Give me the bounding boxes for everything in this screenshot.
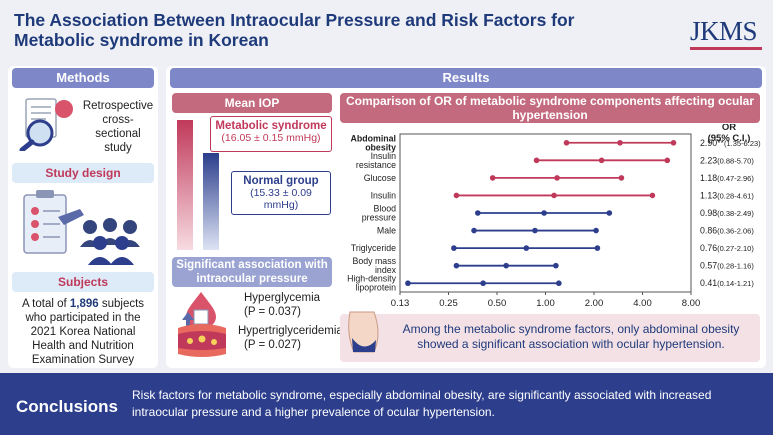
row-label: Abdominal [351,133,396,143]
or-value-text: 1.18(0.47-2.96) [700,173,754,183]
metabolic-iop-bar [177,120,193,250]
or-point [480,280,486,287]
normal-iop-value: (15.33 ± 0.09 mmHg) [250,187,312,211]
or-point [617,139,623,146]
or-point [523,245,530,251]
ci-upper-marker [670,139,677,146]
magnifier-document-icon [19,98,73,151]
x-tick-label: 4.00 [633,298,652,309]
clipboard-people-icon [23,190,140,265]
significant-item-p-2: (P = 0.027) [244,339,302,351]
ci-upper-marker [664,157,671,164]
conclusions-bar: Conclusions Risk factors for metabolic s… [0,373,773,435]
subjects-text-pre: A total of [21,298,70,310]
ci-lower-marker [471,227,477,234]
row-label: lipoprotein [355,283,396,293]
row-label: obesity [365,142,396,152]
or-value-text: 0.98(0.38-2.49) [700,208,754,218]
row-label: Body mass [352,256,396,266]
significant-item-name-2: Hypertriglyceridemia [238,325,343,337]
subjects-text-post: subjects who participated in the 2021 Ko… [25,298,145,366]
row-label: Male [377,226,396,236]
or-point [598,157,605,164]
or-point [551,192,557,199]
or-value-text: 0.76(0.27-2.10) [700,243,754,253]
or-point [554,175,560,181]
ci-lower-marker [453,192,460,199]
normal-iop-label: Normal group [243,175,319,187]
metabolic-iop-box: Metabolic syndrome (16.05 ± 0.15 mmHg) [210,116,332,152]
row-label: Blood [374,204,397,214]
ci-upper-marker [593,227,599,234]
metabolic-iop-label: Metabolic syndrome [215,120,327,132]
methods-heading: Methods [12,68,154,88]
note-text: Among the metabolic syndrome factors, on… [402,322,740,351]
ci-lower-marker [563,139,570,146]
row-label: pressure [362,213,396,223]
metabolic-iop-value: (16.05 ± 0.15 mmHg) [221,132,321,144]
row-label: Glucose [364,173,396,183]
ci-upper-marker [594,245,601,251]
note-box [340,314,760,362]
or-value-text: 0.57(0.28-1.16) [700,261,754,271]
or-column-header: (95% C.I.) [708,133,751,144]
or-column-header: OR [722,124,736,133]
x-tick-label: 0.50 [488,298,507,309]
x-tick-label: 1.00 [536,298,555,309]
subjects-heading: Subjects [12,272,154,292]
mean-iop-heading: Mean IOP [172,93,332,113]
conclusions-text: Risk factors for metabolic syndrome, esp… [132,388,712,419]
ci-upper-marker [556,280,562,287]
ci-upper-marker [649,192,656,199]
row-label: Triglyceride [351,243,396,253]
row-label: Insulin [371,151,397,161]
page-title: The Association Between Intraocular Pres… [14,10,575,50]
ci-lower-marker [474,210,481,216]
ci-lower-marker [489,175,496,181]
abdomen-icon [348,311,379,353]
row-label: Insulin [371,190,397,200]
ci-lower-marker [533,157,540,164]
or-value-text: 0.86(0.36-2.06) [700,226,754,236]
normal-iop-bar [203,153,219,250]
row-label: index [375,265,397,275]
or-point [541,210,547,216]
forest-plot: 0.13 0.25 0.50 1.00 2.00 4.00 8.00 OR(95% C.I.)… [347,124,761,309]
subjects-text: A total of 1,896 subjects who participat… [14,297,152,367]
normal-iop-box: Normal group (15.33 ± 0.09 mmHg) [231,171,331,215]
row-label: resistance [356,160,396,170]
results-heading: Results [170,68,762,88]
or-value-text: 0.41(0.14-1.21) [700,278,754,288]
ci-upper-marker [606,210,613,216]
row-label: High-density [347,274,396,284]
or-point [503,262,509,269]
journal-logo: JKMS [690,16,758,46]
logo-underline [690,47,762,50]
study-design-heading: Study design [12,163,154,183]
x-tick-label: 2.00 [585,298,604,309]
subjects-count: 1,896 [69,298,99,310]
artery-lipid-icon [178,324,226,357]
significant-item-name-1: Hyperglycemia [244,292,321,304]
significant-item-p-1: (P = 0.037) [244,306,302,318]
conclusions-label: Conclusions [16,397,119,416]
x-tick-label: 0.25 [439,298,458,309]
ci-upper-marker [553,262,559,269]
ci-upper-marker [618,175,625,181]
x-tick-label: 0.13 [391,298,410,309]
or-point [532,227,538,234]
or-value-text: 2.90**(1.35-6.23) [700,138,761,148]
or-value-text: 1.13(0.28-4.61) [700,190,754,200]
x-tick-label: 8.00 [682,298,701,309]
comparison-heading: Comparison of OR of metabolic syndrome c… [340,93,760,123]
ci-lower-marker [405,280,411,287]
ci-lower-marker [453,262,460,269]
or-value-text: 2.23(0.88-5.70) [700,155,754,165]
study-type-text: Retrospective cross-sectional study [82,100,154,154]
significant-heading: Significant association with intraocular… [172,257,332,287]
ci-lower-marker [451,245,457,251]
glucose-drop-icon [182,292,216,329]
